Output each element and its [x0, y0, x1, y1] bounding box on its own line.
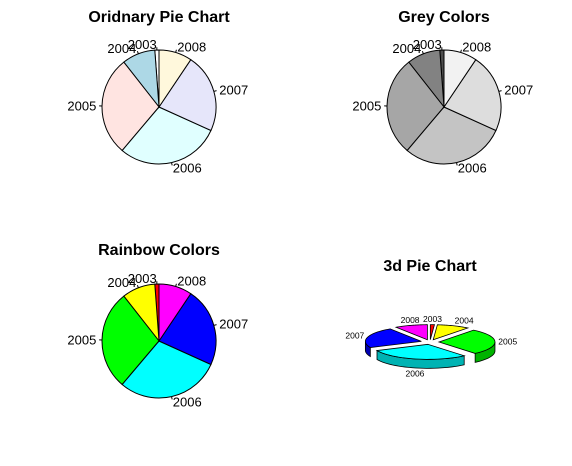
slice-2004-label: 2004: [107, 275, 136, 290]
slice-2008-leader: [175, 283, 177, 287]
slice-2008: [158, 49, 192, 109]
slice-2008-label: 2008: [177, 274, 206, 289]
slice-2005: [386, 61, 445, 152]
slice-2008: [394, 324, 428, 341]
slice-2005-top: [437, 329, 496, 354]
slice-2006: [406, 106, 497, 165]
slice-2008-leader: [175, 49, 177, 53]
slice-2006: [121, 106, 212, 165]
3d-pie-title: 3d Pie Chart: [383, 258, 477, 275]
slice-2007-label: 2007: [219, 82, 248, 97]
slice-2007-leader: [213, 90, 217, 92]
slice-2003-top: [429, 324, 435, 340]
ordinary-pie-panel: Oridnary Pie Chart 200320042005200620072…: [67, 9, 248, 176]
slice-2007-label: 2007: [219, 316, 248, 331]
slice-2007: [443, 58, 502, 132]
slice-2008-label: 2008: [401, 315, 420, 325]
slice-2008-top: [394, 324, 428, 341]
slice-2007-leader: [498, 90, 502, 92]
slice-2007: [364, 328, 422, 358]
slice-2006-leader: [171, 396, 173, 400]
slice-2003-label: 2003: [128, 37, 157, 52]
slice-2006-label: 2006: [458, 161, 487, 176]
slice-2006-leader: [171, 162, 173, 166]
slice-2005-label: 2005: [67, 98, 96, 113]
grey-pie-title: Grey Colors: [398, 9, 490, 26]
slice-2007-top: [364, 328, 422, 348]
3d-pie-panel: 3d Pie Chart 2003 2004 2005 2006 2007 2008: [345, 258, 517, 379]
slice-2007-label: 2007: [504, 82, 533, 97]
slice-2004-label: 2004: [455, 315, 474, 325]
3d-pie: 2003 2004 2005 2006 2007 2008: [345, 314, 517, 379]
slice-2006-top: [375, 343, 466, 360]
slice-2008-leader: [460, 49, 462, 53]
slice-2004-leader: [136, 51, 139, 55]
slice-2008-label: 2008: [462, 40, 491, 55]
slice-2005: [437, 329, 496, 363]
slice-2003-label: 2003: [128, 271, 157, 286]
slice-2003: [429, 324, 435, 340]
slice-2007-label: 2007: [345, 331, 364, 341]
slice-2006-label: 2006: [173, 161, 202, 176]
slice-2004: [432, 324, 470, 341]
rainbow-pie-title: Rainbow Colors: [98, 242, 220, 259]
slice-2005: [101, 61, 160, 152]
slice-2005-label: 2005: [498, 337, 517, 347]
slice-2005-label: 2005: [67, 332, 96, 347]
ordinary-pie-title: Oridnary Pie Chart: [88, 9, 230, 26]
slice-2004-label: 2004: [107, 41, 136, 56]
slice-2007: [158, 58, 217, 132]
slice-2008-label: 2008: [177, 40, 206, 55]
slice-2004-leader: [421, 51, 424, 55]
slice-2007-leader: [213, 324, 217, 326]
slice-2006: [121, 340, 212, 399]
slice-2003-label: 2003: [423, 314, 442, 324]
slice-2004-top: [432, 324, 470, 341]
slice-2007: [158, 292, 217, 366]
slice-2004-label: 2004: [392, 41, 421, 56]
slice-2008: [443, 49, 477, 109]
slice-2003-label: 2003: [413, 37, 442, 52]
slice-2006-label: 2006: [406, 369, 425, 379]
slice-2006-label: 2006: [173, 395, 202, 410]
slice-2005: [101, 295, 160, 386]
slice-2006: [375, 343, 466, 369]
slice-2004-leader: [136, 285, 139, 289]
slice-2008: [158, 283, 192, 343]
slice-2006-leader: [456, 162, 458, 166]
slice-2005-label: 2005: [352, 98, 381, 113]
